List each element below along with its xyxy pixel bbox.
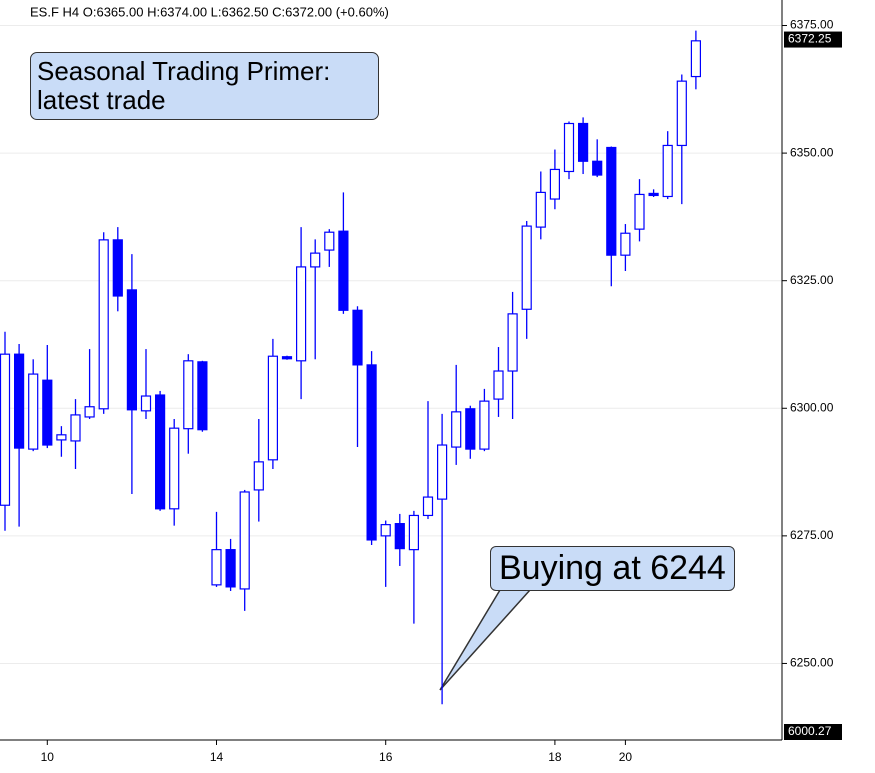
candle-body	[521, 225, 532, 310]
candle-body	[690, 40, 702, 78]
candle-body	[620, 232, 631, 256]
candle-body	[84, 406, 95, 418]
last-price-label: 6372.25	[788, 32, 832, 46]
candle-body	[310, 252, 321, 268]
candle-body	[451, 411, 462, 448]
title-box: Seasonal Trading Primer: latest trade	[30, 52, 379, 121]
candle-body	[592, 160, 603, 176]
x-tick-label: 16	[379, 750, 393, 764]
candle-body	[98, 239, 109, 410]
candle-body	[380, 524, 391, 537]
candle-body	[42, 379, 53, 446]
y-tick-label: 6250.00	[790, 656, 834, 670]
candle-body	[169, 427, 180, 510]
bottom-box	[784, 724, 842, 740]
candle-body	[422, 496, 434, 517]
y-tick-label: 6300.00	[790, 400, 834, 414]
y-tick-label: 6325.00	[790, 273, 834, 287]
candle-body	[253, 461, 264, 491]
bottom-label: 6000.27	[788, 724, 832, 738]
candle-body	[549, 168, 561, 200]
header: ES.F H4 O:6365.00 H:6374.00 L:6362.50 C:…	[30, 4, 389, 19]
callout-pointer	[439, 589, 532, 691]
candle-body	[140, 395, 152, 412]
candle-body	[296, 266, 307, 362]
candle-body	[507, 313, 518, 372]
candle-body	[112, 239, 123, 297]
candle-body	[211, 549, 222, 586]
candle-body	[493, 370, 504, 400]
x-tick-label: 14	[210, 750, 224, 764]
y-tick-label: 6275.00	[790, 528, 834, 542]
candle-body	[183, 360, 194, 430]
candle-body	[28, 373, 39, 450]
candle-body	[70, 414, 81, 442]
candle-body	[606, 146, 617, 256]
candle-body	[408, 514, 419, 551]
candle-body	[14, 353, 25, 449]
y-tick-label: 6375.00	[790, 18, 834, 32]
candle-body	[155, 394, 166, 510]
annotation: Buying at 6244	[490, 546, 735, 591]
candle-body	[267, 355, 278, 461]
candle-body	[535, 191, 546, 228]
candle-body	[352, 309, 363, 366]
candle-body	[648, 192, 659, 197]
candle-body	[676, 80, 687, 147]
candle-body	[437, 444, 448, 500]
x-tick-label: 10	[41, 750, 55, 764]
candle-body	[563, 122, 575, 173]
candle-body	[281, 356, 293, 360]
candle-body	[0, 353, 11, 506]
candle-body	[662, 144, 673, 198]
candle-body	[394, 523, 405, 550]
candle-body	[634, 193, 645, 230]
candle-body	[366, 364, 377, 541]
candle-body	[239, 491, 250, 590]
x-tick-label: 18	[548, 750, 562, 764]
candle-body	[338, 230, 349, 311]
candle-body	[56, 434, 67, 441]
candle-body	[465, 408, 476, 450]
candle-body	[197, 361, 208, 431]
candle-body	[324, 231, 335, 251]
candle-body	[479, 400, 490, 450]
x-tick-label: 20	[619, 750, 633, 764]
candle-body	[577, 122, 589, 162]
last-price-box	[784, 31, 842, 48]
candle-body	[225, 549, 236, 588]
candle-body	[126, 289, 138, 411]
y-tick-label: 6350.00	[790, 145, 834, 159]
